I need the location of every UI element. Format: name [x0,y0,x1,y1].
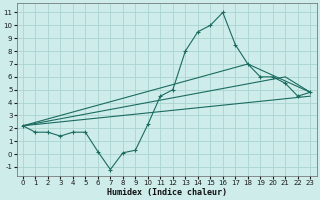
X-axis label: Humidex (Indice chaleur): Humidex (Indice chaleur) [107,188,227,197]
